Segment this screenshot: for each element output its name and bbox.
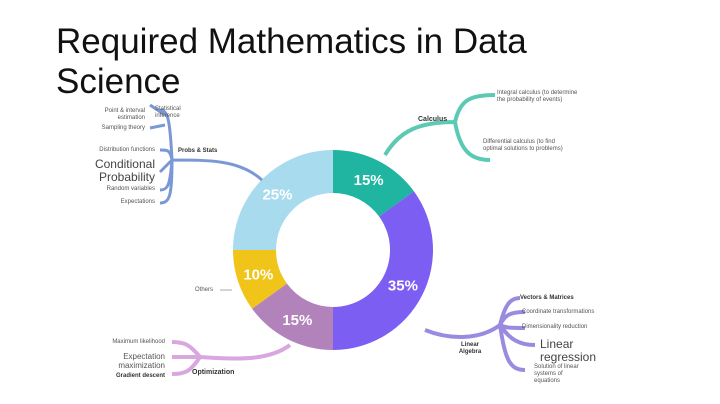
linear-algebra-item: Linear regression <box>540 337 597 364</box>
optimization-item: Gradient descent <box>115 373 165 379</box>
probs-stats-item: Sampling theory <box>101 125 145 131</box>
others-label: Others <box>195 287 214 293</box>
slice-label: 10% <box>243 266 273 283</box>
probs-stats-item: Conditional Probability <box>94 157 155 184</box>
probs-stats-item: Expectations <box>120 199 155 205</box>
linear-algebra-item: Vectors & Matrices <box>520 295 574 301</box>
probs-stats-item: Random variables <box>106 186 155 192</box>
slice-linear-algebra <box>333 191 433 350</box>
calculus-branch <box>383 93 496 162</box>
calculus-item: Differential calculus (to find optimal s… <box>483 139 563 152</box>
calculus-item: Integral calculus (to determine the prob… <box>497 90 578 103</box>
optimization-branch <box>171 340 292 376</box>
slice-probs-stats <box>233 150 333 250</box>
calculus-label: Calculus <box>418 116 448 123</box>
probs-stats-item: Distribution functions <box>99 147 155 153</box>
slice-label: 35% <box>388 278 418 295</box>
slice-others <box>233 250 287 309</box>
slice-label: 15% <box>282 312 312 329</box>
linear-algebra-item: Dimensionality reduction <box>522 324 588 330</box>
slice-label: 15% <box>354 172 384 189</box>
probs-stats-label: Probs & Stats <box>178 148 218 154</box>
optimization-item: Expectation maximization <box>118 352 165 370</box>
optimization-item: Maximum likelihood <box>112 339 165 345</box>
linear-algebra-branch <box>424 296 536 372</box>
linear-algebra-label: Linear Algebra <box>458 342 482 355</box>
probs-stats-item: Point & interval estimation <box>104 108 145 121</box>
slice-label: 25% <box>262 186 292 203</box>
linear-algebra-item: Solution of linear systems of equations <box>534 364 579 384</box>
probs-stats-item: Statistical inference <box>155 106 181 119</box>
page-title: Required Mathematics in Data Science <box>56 22 527 101</box>
probs-stats-branch <box>149 103 264 205</box>
slice-calculus <box>333 150 414 217</box>
optimization-label: Optimization <box>192 369 235 376</box>
linear-algebra-item: Coordinate transformations <box>522 309 595 315</box>
slice-optimization <box>252 283 333 350</box>
